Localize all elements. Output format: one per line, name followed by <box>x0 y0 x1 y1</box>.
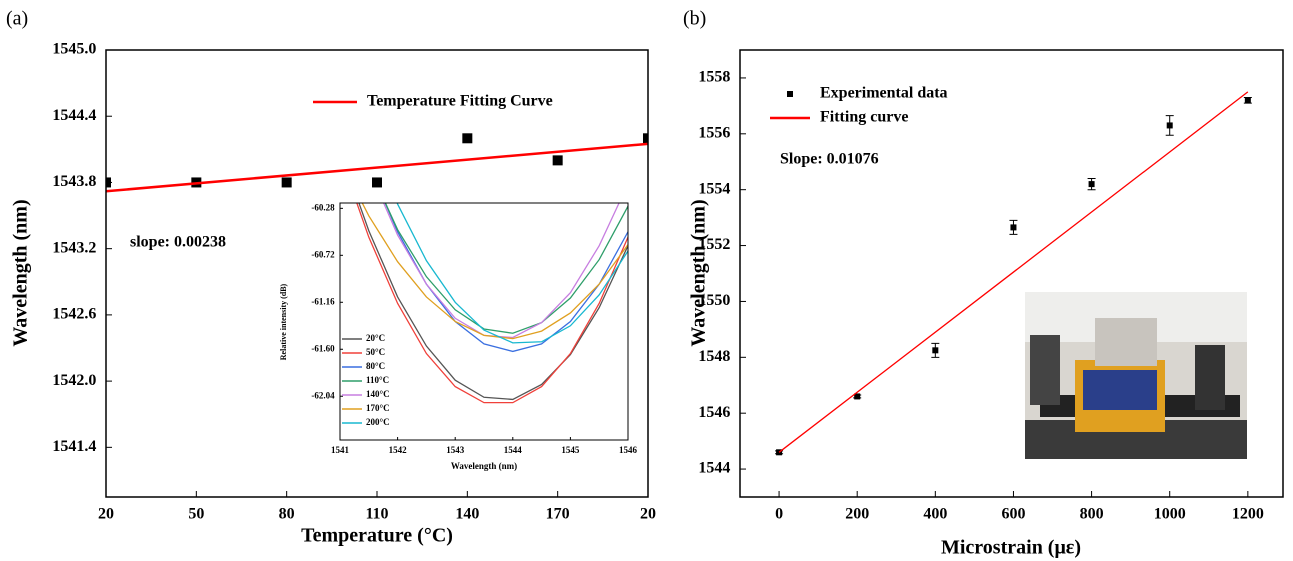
y-axis-title: Relative intensity (dB) <box>279 283 288 360</box>
marker <box>1010 224 1017 231</box>
x-tick-label: 170 <box>546 506 570 523</box>
y-tick-label: 1541.4 <box>52 438 96 455</box>
marker <box>932 347 939 354</box>
photo-label <box>1083 370 1157 410</box>
photo <box>1025 292 1247 459</box>
photo-weight <box>1095 318 1157 366</box>
y-tick-label: -60.28 <box>311 202 335 212</box>
x-tick-label: 400 <box>923 506 947 523</box>
plot-frame <box>339 202 629 441</box>
legend-label: 20°C <box>366 333 385 343</box>
y-tick-label: 1556 <box>698 124 730 141</box>
photo-stage-left <box>1030 335 1060 405</box>
series-line <box>106 142 648 193</box>
marker <box>854 393 861 400</box>
legend-label: Experimental data <box>820 85 948 102</box>
inset: 1541 1542 1543 1544 1545 1546 -60.28 -60.72 -61.… <box>279 202 638 471</box>
x-axis-title: Wavelength (nm) <box>451 461 517 471</box>
y-tick-label: 1558 <box>698 69 730 86</box>
x-axis-title: Temperature (°C) <box>301 525 453 547</box>
x-tick-label: 600 <box>1001 506 1025 523</box>
legend-label: 170°C <box>366 403 390 413</box>
series-line <box>778 91 1249 453</box>
marker <box>372 177 382 188</box>
y-tick-label: 1542.6 <box>52 306 96 323</box>
y-tick-label: -61.60 <box>311 343 335 353</box>
legend-label: 140°C <box>366 389 390 399</box>
annotation: Slope: 0.01076 <box>780 151 879 168</box>
y-tick-label: 1544 <box>698 460 730 477</box>
panel-label: (a) <box>6 8 28 30</box>
series-line <box>396 203 628 344</box>
y-tick-label: 1550 <box>698 292 730 309</box>
x-tick-label: 800 <box>1080 506 1104 523</box>
marker <box>462 133 473 144</box>
legend-label: 50°C <box>366 347 385 357</box>
marker <box>1088 181 1095 188</box>
x-tick-label: 1200 <box>1232 506 1264 523</box>
x-tick-label: 80 <box>279 506 295 523</box>
x-tick-label: 50 <box>188 506 204 523</box>
plot-background <box>340 203 628 440</box>
x-tick-label: 1000 <box>1154 506 1186 523</box>
x-tick-label: 1543 <box>446 445 465 455</box>
y-tick-label: -62.04 <box>311 390 335 400</box>
y-tick-label: 1554 <box>698 180 730 197</box>
marker <box>643 133 648 144</box>
series-line <box>361 203 628 340</box>
panel-label: (b) <box>683 8 706 30</box>
x-tick-label: 1542 <box>389 445 408 455</box>
x-axis-title: Microstrain (με) <box>941 537 1081 559</box>
legend-label: Fitting curve <box>820 109 908 126</box>
y-tick-label: -61.16 <box>311 296 335 306</box>
x-tick-label: 140 <box>455 506 479 523</box>
y-tick-label: 1545.0 <box>52 41 96 58</box>
x-tick-label: 20 <box>98 506 114 523</box>
y-axis-title: Wavelength (nm) <box>10 199 32 346</box>
legend-swatch <box>787 91 793 97</box>
series-line <box>356 203 628 404</box>
x-tick-label: 1546 <box>619 445 638 455</box>
y-axis-title: Wavelength (nm) <box>688 199 710 346</box>
y-tick-label: 1543.8 <box>52 173 96 190</box>
y-tick-label: 1552 <box>698 236 730 253</box>
plot-frame <box>739 49 1284 498</box>
plot-area <box>775 91 1252 456</box>
series-line <box>358 203 628 401</box>
marker <box>106 177 111 188</box>
panel-a: 20 50 80 110 140 170 20 1541.4 1542.0 1542.6 1543.… <box>6 8 656 547</box>
marker <box>552 155 563 166</box>
legend-label: 110°C <box>366 375 389 385</box>
y-tick-label: 1546 <box>698 404 730 421</box>
x-tick-label: 20 <box>640 506 656 523</box>
panel-b: 0 200 400 600 800 1000 1200 1544 1546 1548 1550 155… <box>683 8 1284 559</box>
y-tick-label: 1543.2 <box>52 239 96 256</box>
y-tick-label: -60.72 <box>311 249 335 259</box>
x-tick-label: 1541 <box>331 445 350 455</box>
y-tick-label: 1542.0 <box>52 372 96 389</box>
plot-frame <box>105 49 649 498</box>
marker <box>1166 122 1173 129</box>
marker <box>1244 97 1251 104</box>
x-tick-label: 110 <box>365 506 388 523</box>
series-line <box>384 203 628 334</box>
x-tick-label: 200 <box>845 506 869 523</box>
y-tick-label: 1544.4 <box>52 107 96 124</box>
legend-label: 80°C <box>366 361 385 371</box>
legend-label: 200°C <box>366 417 390 427</box>
x-tick-label: 1545 <box>561 445 580 455</box>
x-tick-label: 1544 <box>504 445 523 455</box>
plot-area <box>356 203 628 404</box>
plot-area <box>106 133 648 193</box>
legend-label: Temperature Fitting Curve <box>367 93 553 110</box>
y-tick-label: 1548 <box>698 348 730 365</box>
marker <box>281 177 292 188</box>
x-tick-label: 0 <box>775 506 783 523</box>
photo-stage-right <box>1195 345 1225 410</box>
annotation: slope: 0.00238 <box>130 234 226 251</box>
